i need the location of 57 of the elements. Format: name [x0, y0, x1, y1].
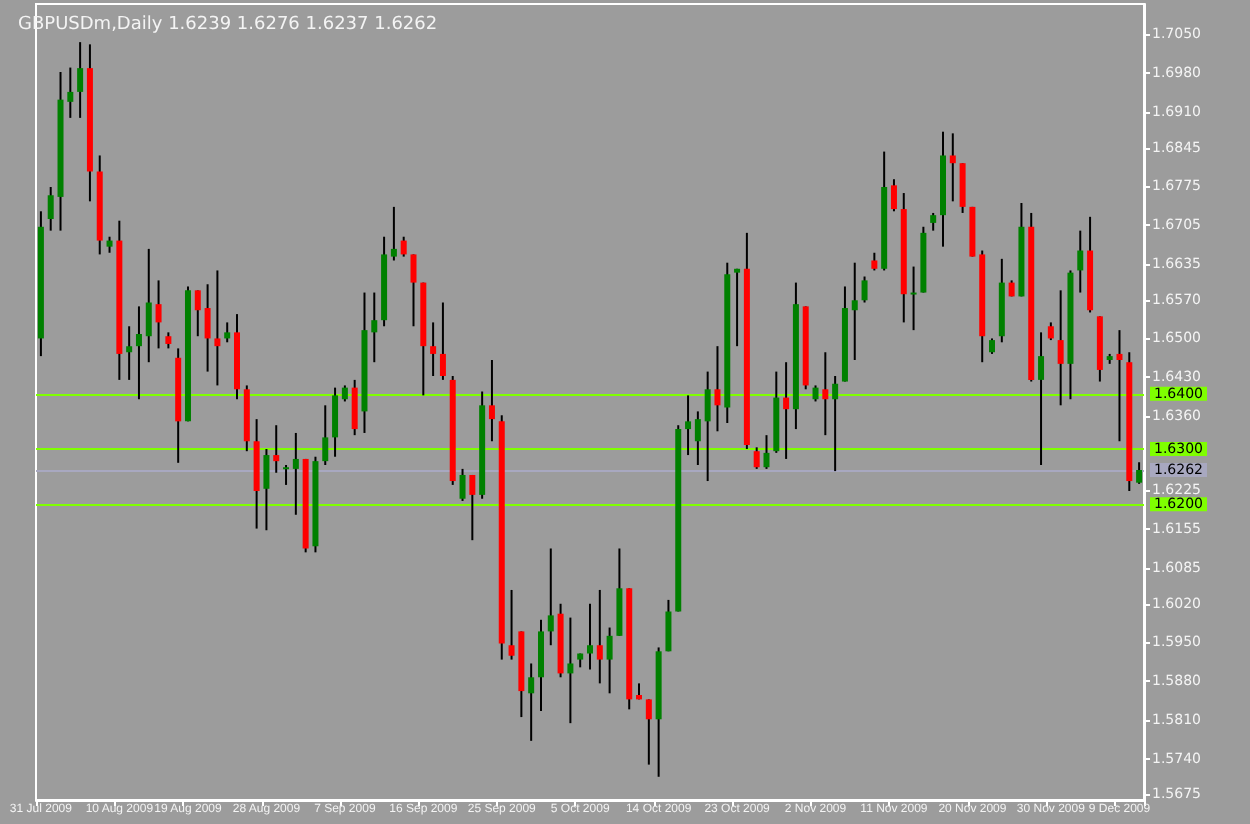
- candlestick: [410, 253, 417, 328]
- candlestick: [47, 185, 54, 232]
- candlestick: [547, 547, 554, 647]
- candlestick: [283, 464, 290, 486]
- candlestick: [890, 178, 897, 213]
- candlestick: [665, 598, 672, 653]
- candlestick: [1136, 461, 1143, 485]
- candlestick: [832, 375, 839, 473]
- candlestick: [714, 345, 721, 433]
- candlestick: [606, 626, 613, 695]
- candlestick: [145, 247, 152, 364]
- candlestick: [861, 275, 868, 304]
- candlestick: [135, 305, 142, 401]
- candlestick: [273, 424, 280, 474]
- candlestick: [567, 616, 574, 725]
- candlestick: [332, 386, 339, 458]
- candlestick: [959, 162, 966, 214]
- candlestick: [204, 283, 211, 373]
- candlestick: [694, 410, 701, 467]
- candlestick: [263, 447, 270, 532]
- candlestick: [753, 446, 760, 470]
- candlestick: [734, 267, 741, 348]
- candlestick: [292, 431, 299, 516]
- candlestick: [616, 547, 623, 637]
- candlestick: [390, 205, 397, 262]
- candlestick: [488, 358, 495, 443]
- candlestick: [430, 321, 437, 378]
- candlestick: [322, 404, 329, 467]
- candlestick: [400, 235, 407, 258]
- candlestick: [1077, 229, 1084, 294]
- candlestick: [214, 269, 221, 387]
- candlestick: [155, 279, 162, 350]
- candlestick: [685, 394, 692, 457]
- candlestick: [763, 434, 770, 470]
- candlestick: [1116, 329, 1123, 443]
- candlestick: [645, 698, 652, 766]
- candlestick: [537, 618, 544, 712]
- candlestick: [1038, 331, 1045, 467]
- candlestick: [910, 265, 917, 332]
- candlestick: [822, 351, 829, 437]
- candlestick: [851, 261, 858, 361]
- candlestick: [371, 291, 378, 364]
- candlestick: [77, 41, 84, 119]
- candlestick: [194, 289, 201, 338]
- candlestick: [596, 588, 603, 685]
- candlestick: [949, 132, 956, 203]
- candlestick: [459, 467, 466, 502]
- candlestick: [224, 321, 231, 344]
- candlestick: [783, 361, 790, 460]
- candlestick: [439, 301, 446, 381]
- candlestick: [469, 473, 476, 542]
- candlestick: [587, 602, 593, 671]
- candlestick: [528, 662, 535, 742]
- candlestick: [126, 325, 133, 381]
- candlestick: [1057, 289, 1064, 407]
- candlestick: [704, 370, 711, 483]
- candlestick: [351, 378, 358, 437]
